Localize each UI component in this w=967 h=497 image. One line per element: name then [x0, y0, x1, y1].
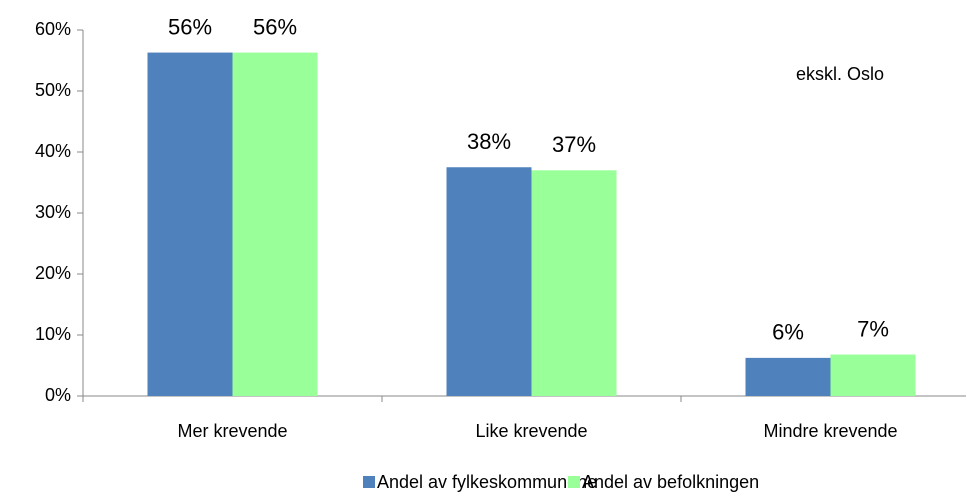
bar	[531, 170, 617, 396]
legend-swatch	[568, 476, 580, 488]
legend-label: Andel av befolkningen	[582, 472, 759, 492]
value-label: 56%	[253, 14, 297, 39]
value-label: 56%	[168, 14, 212, 39]
y-tick-label: 50%	[35, 80, 71, 100]
bar	[446, 167, 532, 396]
y-tick-label: 60%	[35, 19, 71, 39]
bar	[830, 354, 916, 396]
y-tick-label: 0%	[45, 385, 71, 405]
x-tick-label: Mer krevende	[177, 421, 287, 441]
value-label: 7%	[857, 316, 889, 341]
annotation: ekskl. Oslo	[796, 64, 884, 84]
y-tick-label: 10%	[35, 324, 71, 344]
bar	[745, 357, 831, 396]
y-tick-label: 40%	[35, 141, 71, 161]
y-tick-label: 20%	[35, 263, 71, 283]
legend-label: Andel av fylkeskommunene	[377, 472, 597, 492]
legend-swatch	[363, 476, 375, 488]
x-tick-label: Mindre krevende	[763, 421, 897, 441]
bar	[232, 52, 318, 396]
bar	[147, 52, 233, 396]
value-label: 38%	[467, 129, 511, 154]
y-tick-label: 30%	[35, 202, 71, 222]
value-label: 37%	[552, 132, 596, 157]
x-tick-label: Like krevende	[475, 421, 587, 441]
value-label: 6%	[772, 320, 804, 345]
